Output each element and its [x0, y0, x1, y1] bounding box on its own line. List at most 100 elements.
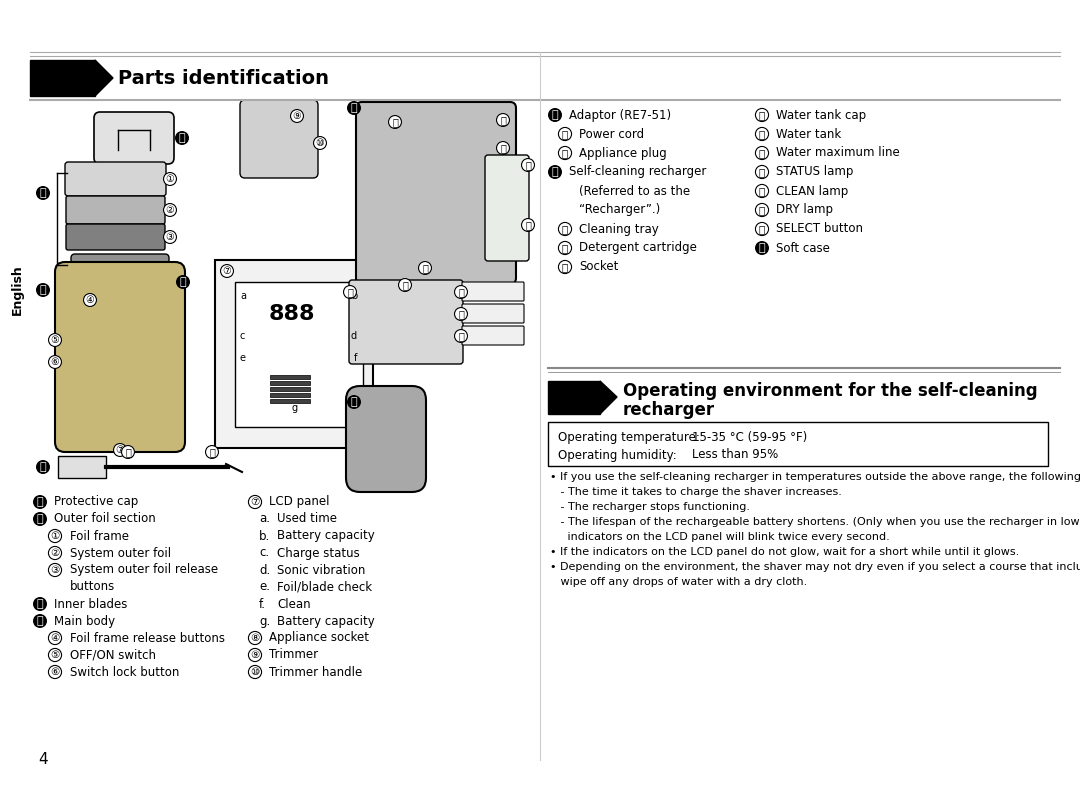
Text: a: a: [240, 291, 246, 301]
Text: e: e: [240, 353, 246, 363]
Bar: [548, 381, 600, 414]
Text: e.: e.: [259, 581, 270, 593]
Text: Operating temperature:: Operating temperature:: [558, 431, 700, 444]
Text: “Recharger”.): “Recharger”.): [579, 204, 660, 216]
FancyBboxPatch shape: [66, 196, 165, 224]
Text: Detergent cartridge: Detergent cartridge: [579, 242, 697, 254]
Text: ⑳: ⑳: [759, 186, 765, 196]
Text: • Depending on the environment, the shaver may not dry even if you select a cour: • Depending on the environment, the shav…: [550, 562, 1080, 572]
Text: Parts identification: Parts identification: [118, 70, 329, 89]
Text: Sonic vibration: Sonic vibration: [276, 563, 365, 577]
Text: d: d: [351, 331, 357, 341]
FancyBboxPatch shape: [349, 280, 463, 364]
Bar: [58, 456, 106, 478]
Text: Operating humidity:: Operating humidity:: [558, 448, 677, 462]
Text: ⑲: ⑲: [347, 287, 353, 297]
Text: Ⓔ: Ⓔ: [40, 462, 46, 472]
FancyBboxPatch shape: [356, 102, 516, 284]
Text: OFF/ON switch: OFF/ON switch: [70, 649, 156, 661]
Text: Main body: Main body: [54, 615, 116, 627]
Text: ⑱: ⑱: [525, 220, 531, 230]
Bar: [270, 393, 310, 397]
Text: System outer foil release: System outer foil release: [70, 563, 218, 577]
Text: a.: a.: [259, 512, 270, 526]
Text: Soft case: Soft case: [777, 242, 829, 254]
FancyBboxPatch shape: [71, 254, 168, 290]
Text: Switch lock button: Switch lock button: [70, 665, 179, 679]
Text: ③: ③: [51, 565, 59, 575]
Text: Ⓒ: Ⓒ: [37, 599, 43, 609]
Text: Appliance socket: Appliance socket: [269, 631, 369, 645]
Bar: [270, 399, 310, 403]
Text: ⑰: ⑰: [759, 129, 765, 139]
Text: Ⓑ: Ⓑ: [37, 514, 43, 524]
Text: f: f: [353, 353, 357, 363]
Text: ⑬: ⑬: [562, 224, 568, 234]
Text: Water maximum line: Water maximum line: [777, 147, 900, 159]
Text: wipe off any drops of water with a dry cloth.: wipe off any drops of water with a dry c…: [550, 577, 807, 587]
Text: 888: 888: [269, 304, 315, 324]
Bar: [548, 422, 1048, 466]
Text: Ⓒ: Ⓒ: [179, 277, 187, 287]
Text: Ⓑ: Ⓑ: [40, 188, 46, 198]
Text: Ⓕ: Ⓕ: [351, 103, 357, 113]
Text: English: English: [11, 265, 24, 315]
Text: ⑤: ⑤: [51, 650, 59, 660]
Text: Less than 95%: Less than 95%: [692, 448, 779, 462]
Bar: [235, 282, 363, 427]
Text: ⑩: ⑩: [251, 667, 259, 677]
Text: Ⓐ: Ⓐ: [178, 133, 186, 143]
FancyBboxPatch shape: [55, 262, 185, 452]
Text: recharger: recharger: [623, 401, 715, 419]
Text: ⑭: ⑭: [562, 243, 568, 253]
Text: ⑦: ⑦: [116, 445, 124, 455]
Text: • If the indicators on the LCD panel do not glow, wait for a short while until i: • If the indicators on the LCD panel do …: [550, 547, 1020, 557]
Text: 4: 4: [38, 752, 48, 767]
Text: c.: c.: [259, 546, 269, 559]
Text: Battery capacity: Battery capacity: [276, 615, 375, 627]
Text: (Referred to as the: (Referred to as the: [579, 185, 690, 197]
Text: Clean: Clean: [276, 597, 311, 611]
Text: Ⓐ: Ⓐ: [37, 497, 43, 507]
Text: Inner blades: Inner blades: [54, 597, 127, 611]
Text: Water tank: Water tank: [777, 128, 841, 140]
Text: Water tank cap: Water tank cap: [777, 109, 866, 121]
Text: ④: ④: [85, 295, 94, 305]
Text: SELECT button: SELECT button: [777, 223, 863, 235]
FancyBboxPatch shape: [462, 282, 524, 301]
Text: ⑥: ⑥: [51, 667, 59, 677]
FancyBboxPatch shape: [66, 224, 165, 250]
Text: c: c: [240, 331, 245, 341]
Text: ⑱: ⑱: [759, 148, 765, 158]
Bar: [270, 387, 310, 391]
Text: Used time: Used time: [276, 512, 337, 526]
Text: Appliance plug: Appliance plug: [579, 147, 666, 159]
FancyBboxPatch shape: [485, 155, 529, 261]
Text: STATUS lamp: STATUS lamp: [777, 166, 853, 178]
Text: - The time it takes to charge the shaver increases.: - The time it takes to charge the shaver…: [550, 487, 842, 497]
Text: ⑩: ⑩: [315, 138, 324, 148]
Text: Ⓖ: Ⓖ: [758, 243, 766, 253]
Text: Adaptor (RE7-51): Adaptor (RE7-51): [569, 109, 671, 121]
Text: ⑧: ⑧: [251, 633, 259, 643]
Text: ⑪: ⑪: [562, 129, 568, 139]
Text: Ⓔ: Ⓔ: [552, 110, 558, 120]
Text: g.: g.: [259, 615, 270, 627]
FancyBboxPatch shape: [462, 326, 524, 345]
Bar: [215, 260, 373, 448]
Text: ⑬: ⑬: [392, 117, 397, 127]
Text: buttons: buttons: [70, 581, 116, 593]
Text: Foil/blade check: Foil/blade check: [276, 581, 373, 593]
Text: ④: ④: [51, 633, 59, 643]
Polygon shape: [95, 60, 113, 96]
FancyBboxPatch shape: [462, 304, 524, 323]
Text: Ⓓ: Ⓓ: [37, 616, 43, 626]
Text: Ⓖ: Ⓖ: [351, 397, 357, 407]
FancyBboxPatch shape: [240, 100, 318, 178]
Text: ⑭: ⑭: [422, 263, 428, 273]
Text: d.: d.: [259, 563, 270, 577]
Text: ⑫: ⑫: [562, 148, 568, 158]
Text: Cleaning tray: Cleaning tray: [579, 223, 659, 235]
Bar: [270, 375, 310, 379]
Text: LCD panel: LCD panel: [269, 496, 329, 508]
